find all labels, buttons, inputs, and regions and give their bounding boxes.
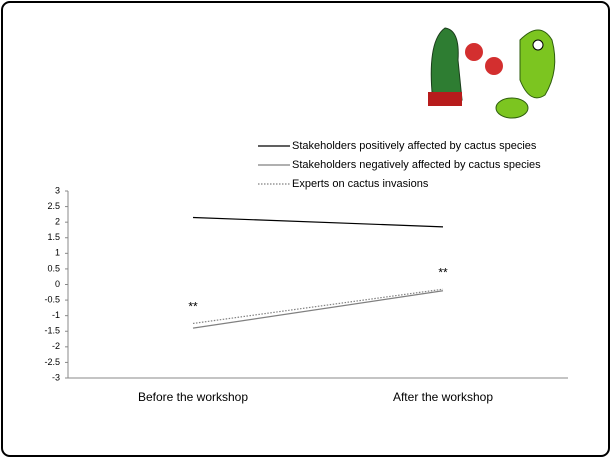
y-tick-label: 2 [55, 217, 60, 227]
y-tick-label: 0.5 [47, 263, 60, 273]
legend-label: Stakeholders positively affected by cact… [292, 140, 537, 152]
y-tick-label: -2 [52, 341, 60, 351]
y-tick-label: 3 [55, 185, 60, 195]
y-tick-label: 0 [55, 279, 60, 289]
legend-label: Stakeholders negatively affected by cact… [292, 159, 541, 171]
y-tick-label: -1.5 [44, 326, 60, 336]
page: -3 -2.5 -2 -1.5 -1 -0.5 0 0.5 1 1.5 2 2.5 3 Before th… [0, 0, 612, 459]
y-tick-label: -2.5 [44, 357, 60, 367]
y-tick-label: 2.5 [47, 201, 60, 211]
annotation: ** [188, 300, 198, 314]
slide-border [2, 2, 609, 456]
legend-label: Experts on cactus invasions [292, 178, 429, 190]
annotation: ** [438, 265, 448, 279]
y-tick-label: 1.5 [47, 232, 60, 242]
x-tick-label: Before the workshop [138, 390, 248, 404]
y-tick-label: -1 [52, 310, 60, 320]
y-tick-label: -0.5 [44, 294, 60, 304]
x-tick-label: After the workshop [393, 390, 493, 404]
slide: -3 -2.5 -2 -1.5 -1 -0.5 0 0.5 1 1.5 2 2.5 3 Before th… [0, 0, 612, 459]
y-tick-label: -3 [52, 372, 60, 382]
y-tick-label: 1 [55, 248, 60, 258]
